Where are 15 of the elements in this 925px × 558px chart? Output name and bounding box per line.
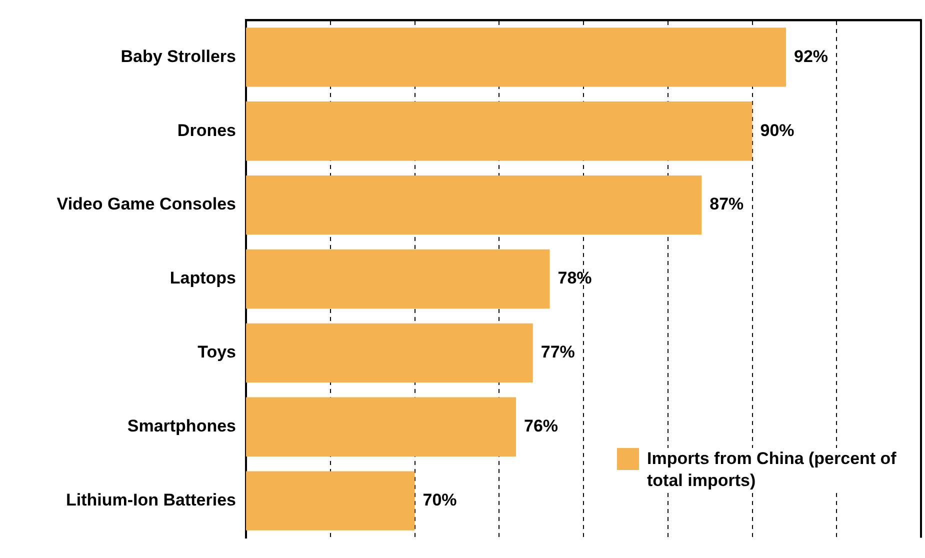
y-tick-label: Laptops bbox=[170, 268, 236, 288]
y-tick-label: Smartphones bbox=[127, 416, 236, 436]
data-label: 76% bbox=[524, 416, 558, 436]
y-tick-label: Baby Strollers bbox=[120, 46, 236, 66]
data-label: 92% bbox=[794, 46, 828, 66]
y-tick-label: Video Game Consoles bbox=[56, 194, 236, 214]
data-label: 87% bbox=[710, 194, 744, 214]
data-label: 77% bbox=[540, 342, 575, 362]
legend-label: Imports from China (percent of total imports) bbox=[647, 448, 898, 492]
data-label: 90% bbox=[760, 120, 794, 140]
data-label: 78% bbox=[558, 268, 592, 288]
y-tick-label: Lithium-Ion Batteries bbox=[66, 490, 236, 510]
y-tick-label: Drones bbox=[177, 120, 236, 140]
data-label: 70% bbox=[422, 490, 457, 510]
y-tick-label: Toys bbox=[198, 342, 236, 362]
